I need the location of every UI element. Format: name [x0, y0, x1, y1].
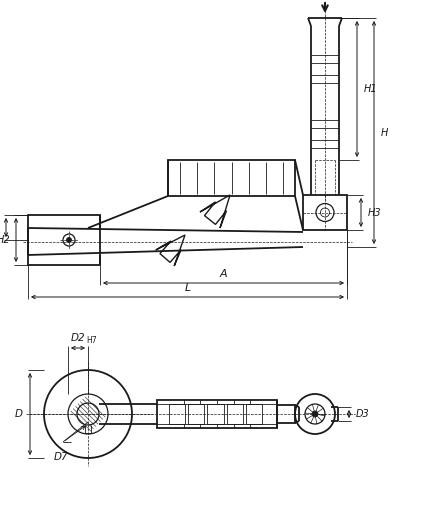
Bar: [303, 195, 347, 230]
Text: H3: H3: [368, 208, 382, 218]
Bar: [28, 215, 100, 265]
Text: D3: D3: [356, 409, 370, 419]
Text: H2: H2: [0, 235, 10, 245]
Bar: [208, 404, 224, 424]
Text: A: A: [220, 269, 227, 279]
Circle shape: [67, 238, 72, 242]
Text: D7: D7: [54, 452, 68, 462]
Text: H1: H1: [364, 84, 378, 94]
Bar: [157, 400, 277, 428]
Bar: [188, 404, 204, 424]
Bar: [277, 405, 295, 423]
Text: D: D: [15, 409, 23, 419]
Text: D2: D2: [71, 333, 85, 343]
Text: L: L: [184, 283, 191, 293]
Bar: [246, 404, 262, 424]
Bar: [169, 404, 185, 424]
Bar: [168, 160, 295, 196]
Bar: [227, 404, 243, 424]
Text: H7: H7: [86, 336, 97, 345]
Text: H: H: [381, 127, 388, 137]
Circle shape: [312, 411, 318, 417]
